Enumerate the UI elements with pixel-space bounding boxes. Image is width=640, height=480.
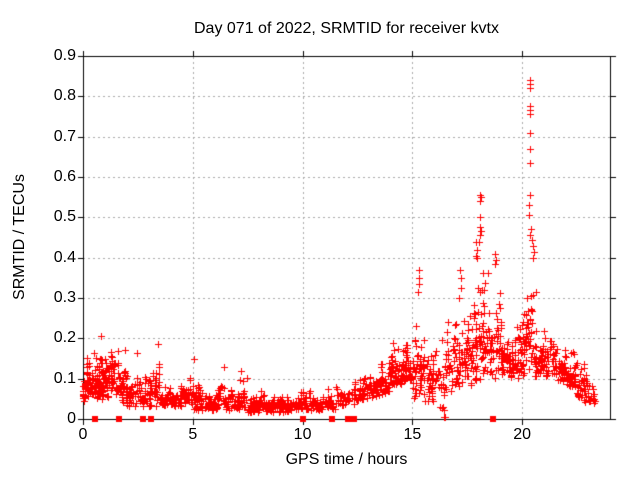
y-tick-label: 0.6 <box>53 168 76 185</box>
y-tick-label: 0.8 <box>53 87 76 105</box>
y-tick-label: 0.3 <box>53 289 76 306</box>
y-tick-label: 0 <box>67 410 76 427</box>
x-axis-label: GPS time / hours <box>285 451 408 468</box>
chart-title: Day 071 of 2022, SRMTID for receiver kvt… <box>194 20 499 37</box>
y-tick-label: 0.5 <box>53 208 76 226</box>
x-tick-label: 20 <box>513 426 532 443</box>
y-tick-label: 0.7 <box>53 127 76 145</box>
x-tick-label: 15 <box>403 426 422 443</box>
x-tick-label: 5 <box>188 426 198 443</box>
y-axis-label: SRMTID / TECUs <box>11 174 28 300</box>
y-tick-label: 0.2 <box>53 329 76 347</box>
x-tick-label: 0 <box>78 426 88 443</box>
x-tick-label: 10 <box>293 426 312 443</box>
y-tick-label: 0.9 <box>53 47 76 64</box>
y-tick-label: 0.1 <box>53 369 76 387</box>
y-tick-label: 0.4 <box>53 248 76 266</box>
